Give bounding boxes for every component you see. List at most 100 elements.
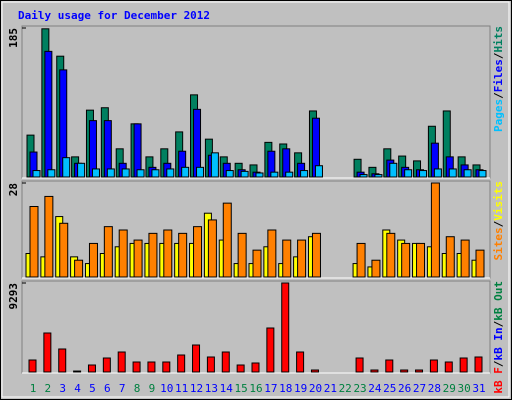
- y-tick-label: 28: [7, 183, 20, 196]
- bar: [207, 219, 217, 278]
- bar: [62, 157, 71, 178]
- bar: [463, 169, 472, 178]
- legend-entry: kB Out: [492, 281, 505, 321]
- bar: [44, 50, 53, 178]
- x-tick-label: 18: [279, 382, 292, 395]
- bar: [133, 239, 143, 278]
- x-tick-label: 7: [119, 382, 126, 395]
- bar: [459, 357, 468, 373]
- bar: [147, 361, 156, 373]
- bar: [240, 170, 249, 178]
- bar: [385, 359, 394, 373]
- bar: [474, 356, 483, 373]
- legend: Pages/Files/Hits: [492, 26, 505, 132]
- bar: [88, 242, 98, 278]
- x-tick-label: 23: [353, 382, 366, 395]
- x-tick-label: 1: [30, 382, 37, 395]
- bar: [74, 259, 84, 278]
- bar: [448, 168, 457, 178]
- x-tick-label: 22: [339, 382, 352, 395]
- bar: [121, 168, 130, 178]
- legend-entry: kB In: [492, 327, 505, 360]
- bar: [162, 361, 171, 373]
- x-tick-label: 17: [264, 382, 277, 395]
- bar: [117, 351, 126, 373]
- bar: [355, 357, 364, 373]
- bar: [58, 348, 67, 373]
- bar: [478, 170, 487, 178]
- bar: [28, 359, 37, 373]
- bar: [196, 166, 205, 178]
- legend-separator: /: [492, 360, 505, 367]
- bar: [136, 169, 145, 178]
- bar: [59, 222, 69, 278]
- plot-area: [21, 25, 491, 179]
- bar: [416, 242, 426, 278]
- bar: [281, 282, 290, 373]
- legend-entry: Sites: [492, 227, 505, 260]
- bar: [221, 351, 230, 373]
- bar: [444, 361, 453, 373]
- bar: [132, 361, 141, 373]
- bar: [148, 232, 158, 278]
- bar: [314, 165, 323, 178]
- bar: [359, 174, 368, 178]
- bar: [445, 236, 455, 278]
- x-tick-label: 5: [89, 382, 96, 395]
- bar: [429, 359, 438, 373]
- y-tick-label: 185: [7, 28, 20, 48]
- legend-separator: /: [492, 92, 505, 99]
- x-tick-label: 6: [104, 382, 111, 395]
- bar: [236, 364, 245, 373]
- bar: [404, 169, 413, 178]
- bar: [415, 369, 424, 373]
- bar: [103, 226, 113, 278]
- x-tick-label: 25: [383, 382, 396, 395]
- bar: [419, 170, 428, 178]
- x-tick-label: 14: [220, 382, 234, 395]
- bar: [47, 169, 56, 178]
- bar: [266, 327, 275, 373]
- bar: [297, 239, 307, 278]
- bar: [206, 356, 215, 373]
- bar: [282, 239, 292, 278]
- bar: [29, 206, 39, 278]
- bar: [87, 364, 96, 373]
- x-tick-label: 29: [443, 382, 456, 395]
- legend-separator: /: [492, 320, 505, 327]
- bar: [433, 168, 442, 178]
- bar: [193, 226, 203, 278]
- legend-entry: Visits: [492, 181, 505, 221]
- bar: [151, 169, 160, 178]
- bar: [400, 369, 409, 373]
- bar: [460, 239, 470, 278]
- bar: [252, 249, 262, 278]
- x-tick-label: 10: [160, 382, 173, 395]
- legend: Sites/Visits: [492, 181, 505, 261]
- bar: [166, 168, 175, 178]
- x-tick-label: 13: [205, 382, 218, 395]
- bar: [225, 170, 234, 178]
- legend-entry: Files: [492, 59, 505, 92]
- bar: [106, 168, 115, 178]
- bar: [270, 171, 279, 178]
- x-tick-label: 12: [190, 382, 203, 395]
- bar: [370, 369, 379, 373]
- bar: [356, 242, 366, 278]
- bar: [311, 232, 321, 278]
- x-tick-label: 20: [309, 382, 322, 395]
- y-tick-label: 9293: [7, 283, 20, 310]
- x-tick-label: 27: [413, 382, 426, 395]
- bar: [300, 170, 309, 178]
- x-tick-label: 11: [175, 382, 188, 395]
- bar: [73, 370, 82, 373]
- bar: [237, 232, 247, 278]
- legend-separator: /: [492, 52, 505, 59]
- bar: [267, 229, 277, 278]
- bar: [389, 162, 398, 178]
- plot-area: [21, 280, 491, 374]
- bar: [102, 357, 111, 373]
- bar: [133, 123, 142, 178]
